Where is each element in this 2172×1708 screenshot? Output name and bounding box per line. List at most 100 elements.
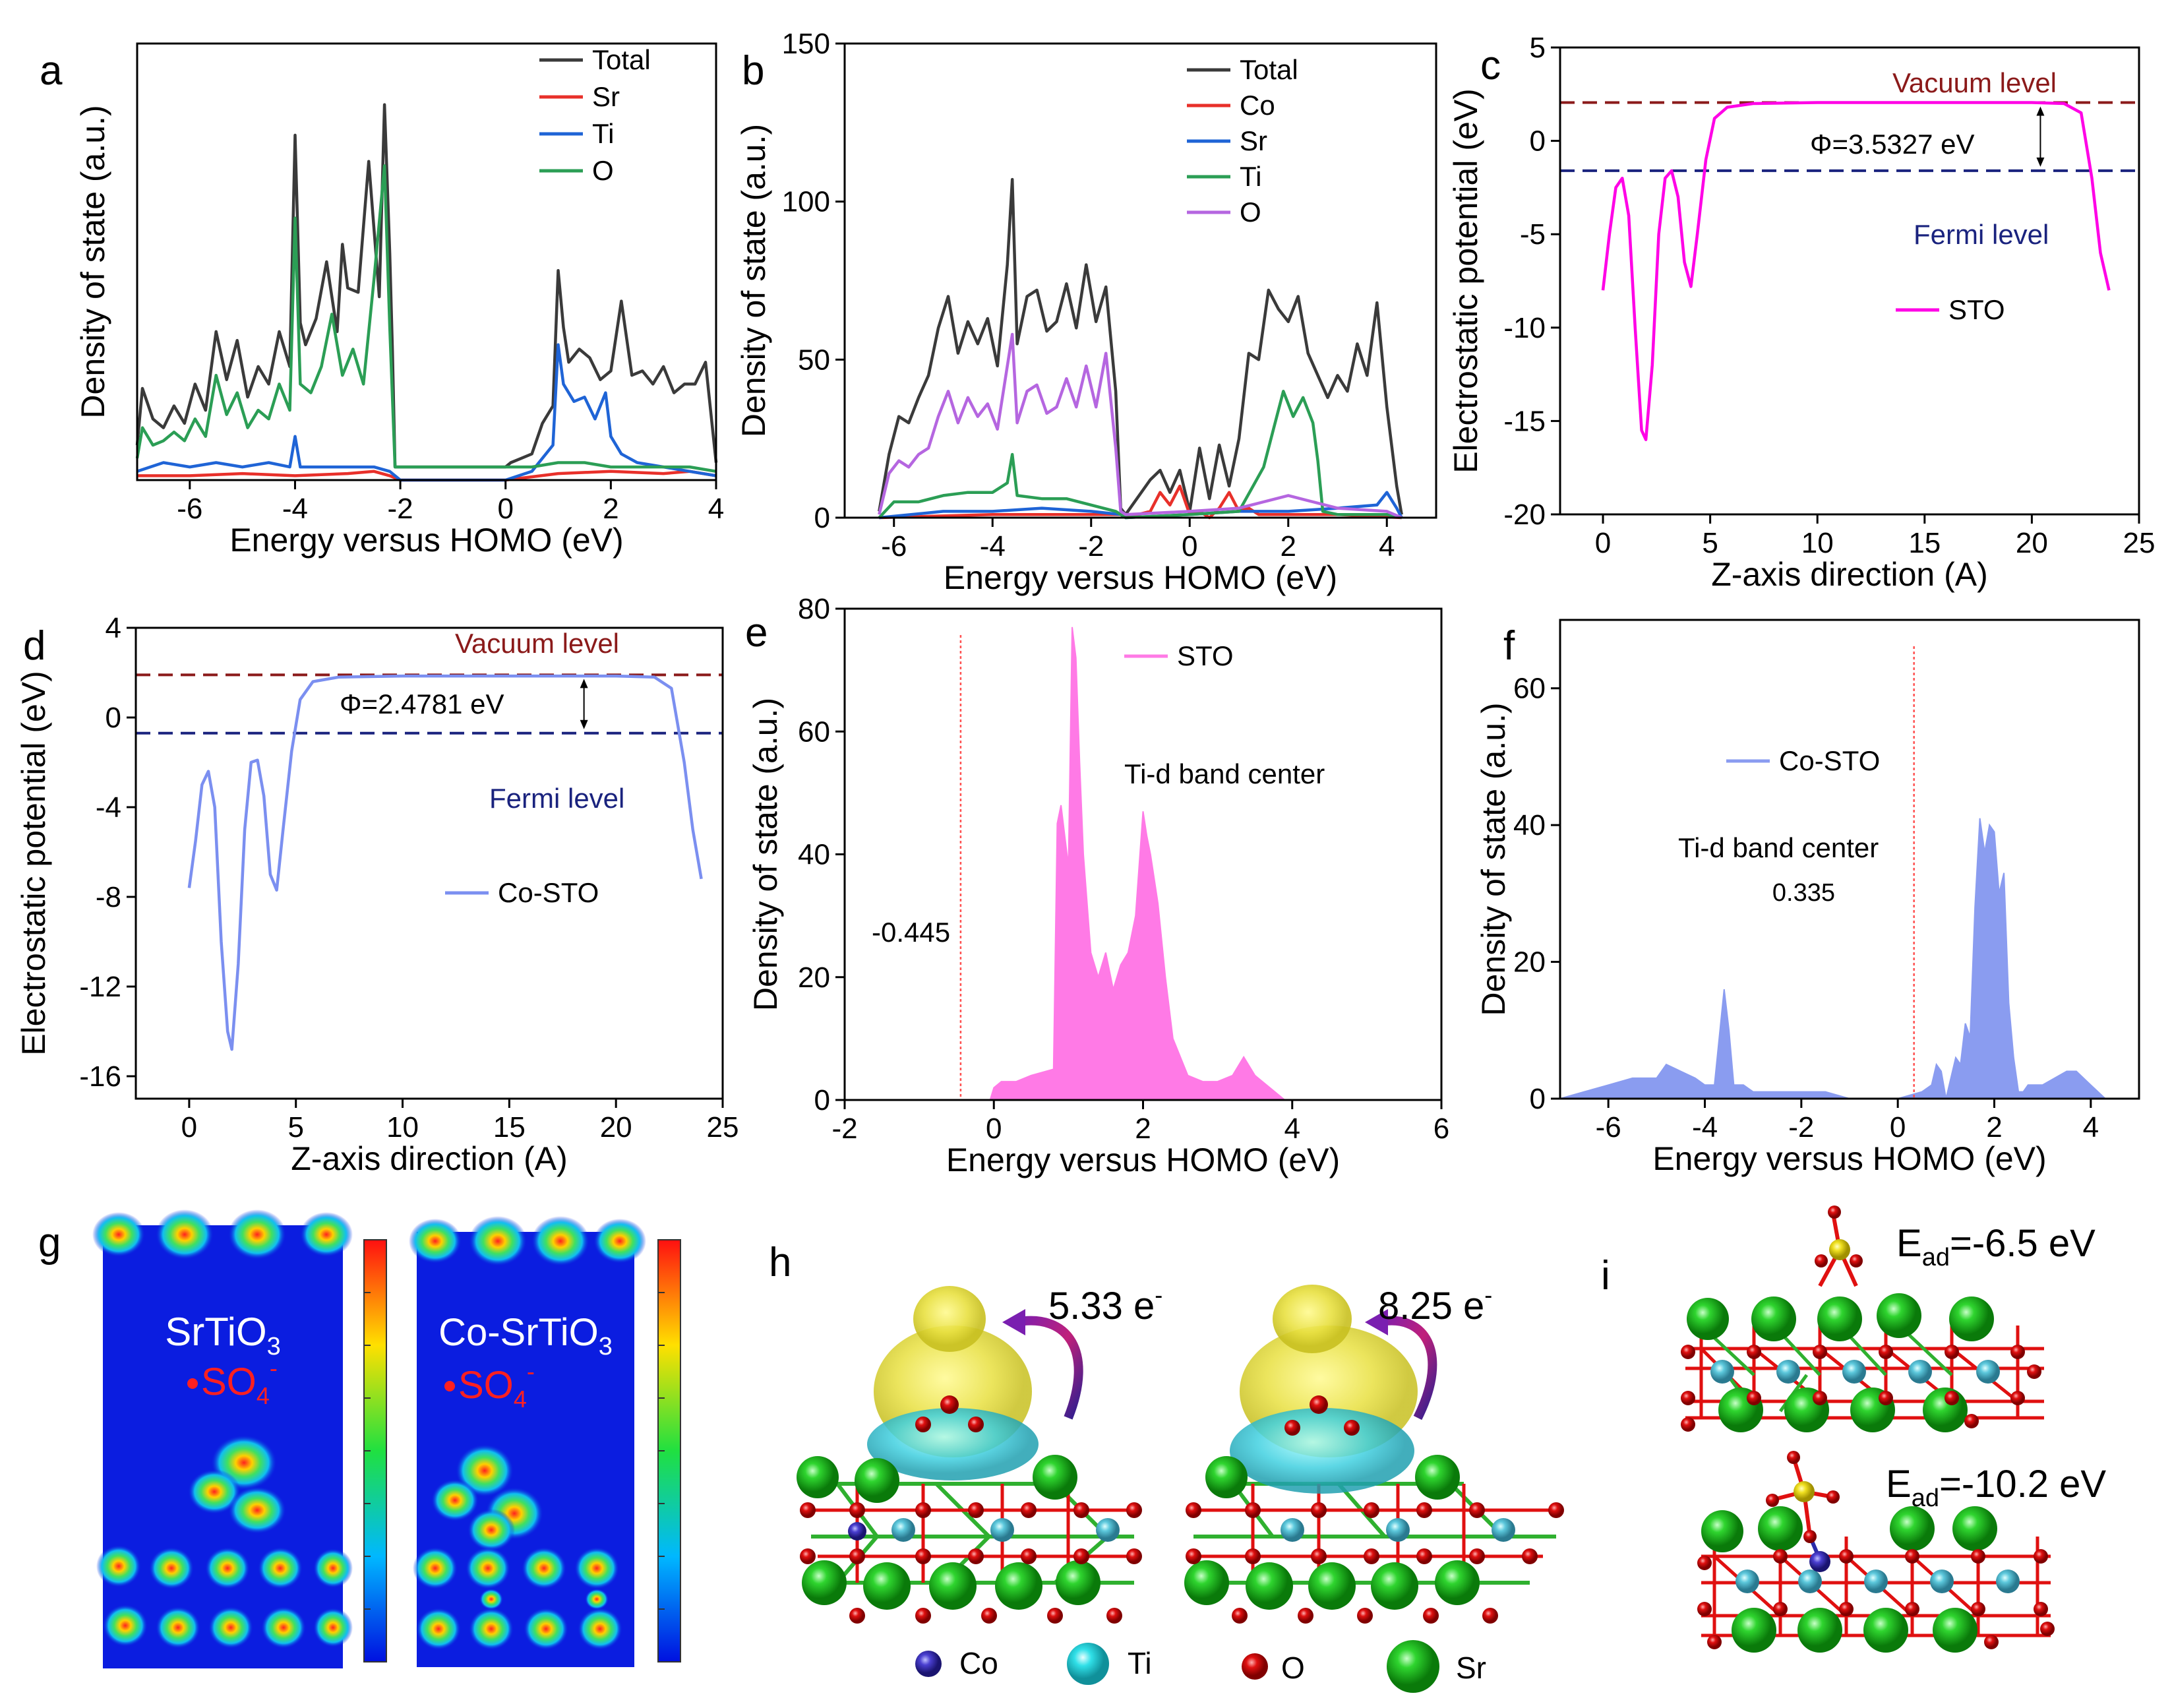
x-tick-label: 25 — [2123, 527, 2156, 559]
structure-i-top-atoms — [1681, 1293, 2041, 1432]
y-axis-label: Density of state (a.u.) — [747, 698, 784, 1011]
legend-label: Sr — [592, 81, 620, 112]
y-tick-label: 60 — [798, 716, 830, 748]
transfer-arrow-right — [1377, 1316, 1437, 1420]
band-center-value: -0.445 — [872, 917, 950, 948]
panel-letter-a: a — [40, 48, 63, 94]
series-line-o — [135, 164, 717, 473]
y-tick-label: 60 — [1513, 673, 1546, 705]
y-tick-label: 100 — [782, 186, 830, 218]
x-tick-label: 0 — [986, 1113, 1002, 1145]
panel-letter-f: f — [1503, 623, 1515, 669]
axes-frame — [1559, 46, 2140, 516]
legend-label: Ti — [1240, 161, 1261, 192]
panel-letter-c: c — [1480, 43, 1501, 88]
x-tick-label: 2 — [603, 493, 618, 525]
x-axis-label: Z-axis direction (A) — [291, 1140, 568, 1177]
x-tick-label: 4 — [1284, 1113, 1300, 1145]
structure-h-right-atoms — [1184, 1395, 1564, 1624]
structure-h-right: 8.25 e- — [1184, 1281, 1564, 1624]
x-tick-label: 20 — [600, 1111, 632, 1144]
y-tick-label: 0 — [1530, 1083, 1546, 1115]
structure-i-bottom-atoms — [1697, 1506, 2055, 1653]
x-tick-label: 4 — [708, 493, 724, 525]
series-area-co-sto — [1559, 818, 2139, 1099]
y-tick-label: 0 — [814, 1084, 830, 1116]
x-tick-label: -6 — [881, 530, 907, 563]
colorbar-right-ticks — [658, 1292, 665, 1610]
x-tick-label: -6 — [1596, 1111, 1621, 1144]
charge-cloud-cyan — [1230, 1408, 1414, 1494]
legend-ti-label: Ti — [1128, 1646, 1152, 1680]
work-function-arrowhead-up — [580, 679, 588, 688]
radical-dot-right — [444, 1381, 455, 1391]
series-line-total — [135, 103, 718, 469]
x-tick-label: 0 — [1595, 527, 1611, 559]
work-function-label: Φ=3.5327 eV — [1810, 129, 1975, 160]
panel-letter-d: d — [23, 623, 45, 669]
y-tick-label: 80 — [798, 593, 830, 625]
x-tick-label: 2 — [1135, 1113, 1151, 1145]
x-tick-label: 6 — [1433, 1113, 1449, 1145]
series-line-total — [878, 177, 1403, 516]
panel-letter-b: b — [742, 48, 764, 94]
x-tick-label: 15 — [1908, 527, 1941, 559]
radical-label-left: SO4- — [201, 1355, 278, 1409]
y-tick-label: -4 — [96, 791, 121, 824]
x-tick-label: 10 — [386, 1111, 419, 1144]
series-line-sto — [1601, 101, 2111, 441]
series-area-sto — [845, 626, 1441, 1101]
legend-label: STO — [1177, 640, 1234, 671]
x-axis-label: Energy versus HOMO (eV) — [1652, 1140, 2046, 1177]
density-map-left-adsorbate — [188, 1435, 286, 1534]
axes-frame — [1559, 619, 2140, 1100]
y-tick-label: 50 — [798, 344, 830, 376]
legend-label: Sr — [1240, 125, 1267, 156]
y-axis-label: Density of state (a.u.) — [1475, 702, 1512, 1016]
panel-letter-i: i — [1601, 1253, 1610, 1298]
density-map-right-lattice — [413, 1547, 622, 1650]
y-axis-label: Density of state (a.u.) — [75, 105, 111, 418]
chart-panel-b: b -6 -4 -2 0 2 4 0 50 100 150 Energy versus HOMO (e… — [735, 28, 1437, 596]
density-map-right-top-atoms — [409, 1216, 646, 1266]
x-axis-label: Energy versus HOMO (eV) — [229, 522, 623, 559]
x-tick-label: 4 — [2083, 1111, 2099, 1144]
structure-i-top: Ead=-6.5 eV — [1681, 1205, 2096, 1432]
structure-h-left: 5.33 e- — [797, 1281, 1162, 1624]
charge-cloud-yellow-top — [1273, 1285, 1352, 1353]
y-tick-label: 40 — [798, 839, 830, 871]
legend-label: Total — [592, 44, 651, 75]
band-center-value: 0.335 — [1772, 879, 1835, 907]
x-tick-label: -2 — [388, 493, 413, 525]
panel-letter-e: e — [745, 610, 768, 656]
x-tick-label: 15 — [493, 1111, 526, 1144]
y-tick-label: 0 — [814, 502, 830, 534]
series-line-ti — [878, 390, 1403, 520]
x-tick-label: 0 — [1182, 530, 1197, 563]
x-tick-label: -2 — [1788, 1111, 1814, 1144]
fermi-level-label: Fermi level — [489, 783, 624, 814]
work-function-label: Φ=2.4781 eV — [340, 688, 504, 719]
density-map-right-label: Co-SrTiO3 — [438, 1311, 613, 1360]
density-map-left-label: SrTiO3 — [165, 1310, 281, 1360]
work-function-arrowhead-down — [2036, 157, 2045, 167]
density-map-right-adsorbate — [431, 1444, 543, 1551]
y-tick-label: 4 — [106, 612, 121, 644]
vacuum-level-label: Vacuum level — [1892, 67, 2057, 98]
y-tick-label: -10 — [1503, 312, 1546, 344]
atom-legend: Co Ti O Sr — [915, 1640, 1486, 1693]
x-tick-label: 10 — [1801, 527, 1834, 559]
legend-co-label: Co — [959, 1646, 998, 1680]
axes-frame — [843, 42, 1437, 519]
adsorbate-i-top — [1815, 1205, 1863, 1287]
legend-co-swatch — [915, 1651, 942, 1677]
density-map-left-lattice — [96, 1545, 353, 1649]
y-axis-label: Electrostatic potential (eV) — [1447, 88, 1484, 473]
structure-h-left-atoms — [797, 1395, 1142, 1624]
y-tick-label: 0 — [1530, 125, 1546, 158]
work-function-arrowhead-up — [2036, 106, 2045, 116]
x-axis-label: Energy versus HOMO (eV) — [946, 1142, 1340, 1178]
legend-label: Total — [1240, 54, 1298, 85]
density-map-left-top-atoms — [92, 1209, 353, 1260]
